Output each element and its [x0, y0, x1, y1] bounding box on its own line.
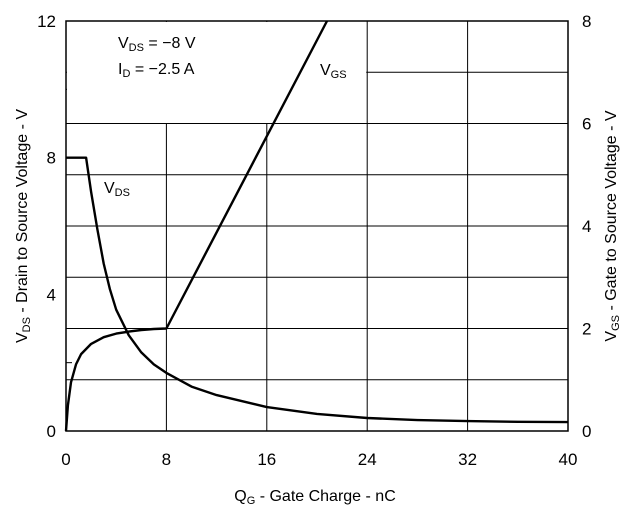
y-left-tick-label: 12: [37, 12, 56, 31]
x-tick-label: 40: [559, 450, 578, 469]
series-label-vds: VDS: [104, 180, 130, 199]
series-label-vgs: VGS: [320, 62, 347, 81]
y-right-axis-title: VGS - Gate to Source Voltage - V: [603, 110, 622, 341]
y-left-tick-label: 0: [47, 422, 56, 441]
x-tick-label: 0: [61, 450, 70, 469]
y-right-tick-label: 0: [582, 422, 591, 441]
y-left-axis-title: VDS - Drain to Source Voltage - V: [14, 109, 33, 343]
plot-frame: [65, 20, 569, 432]
y-left-tick-label: 4: [47, 285, 56, 304]
y-right-tick-label: 4: [582, 217, 591, 236]
x-tick-label: 24: [358, 450, 377, 469]
condition-vds: VDS = −8 V: [118, 35, 196, 54]
y-right-tick-label: 2: [582, 320, 591, 339]
y-right-tick-label: 6: [582, 115, 591, 134]
x-tick-label: 8: [162, 450, 171, 469]
condition-id: ID = −2.5 A: [118, 61, 195, 80]
x-axis-title: QG - Gate Charge - nC: [234, 488, 396, 507]
series-line-vds: [66, 156, 569, 424]
x-tick-label: 16: [257, 450, 276, 469]
y-right-tick-label: 8: [582, 12, 591, 31]
series-curves: [64, 20, 569, 432]
x-tick-label: 32: [458, 450, 477, 469]
y-left-tick-label: 8: [47, 149, 56, 168]
series-line-vgs: [64, 20, 329, 432]
